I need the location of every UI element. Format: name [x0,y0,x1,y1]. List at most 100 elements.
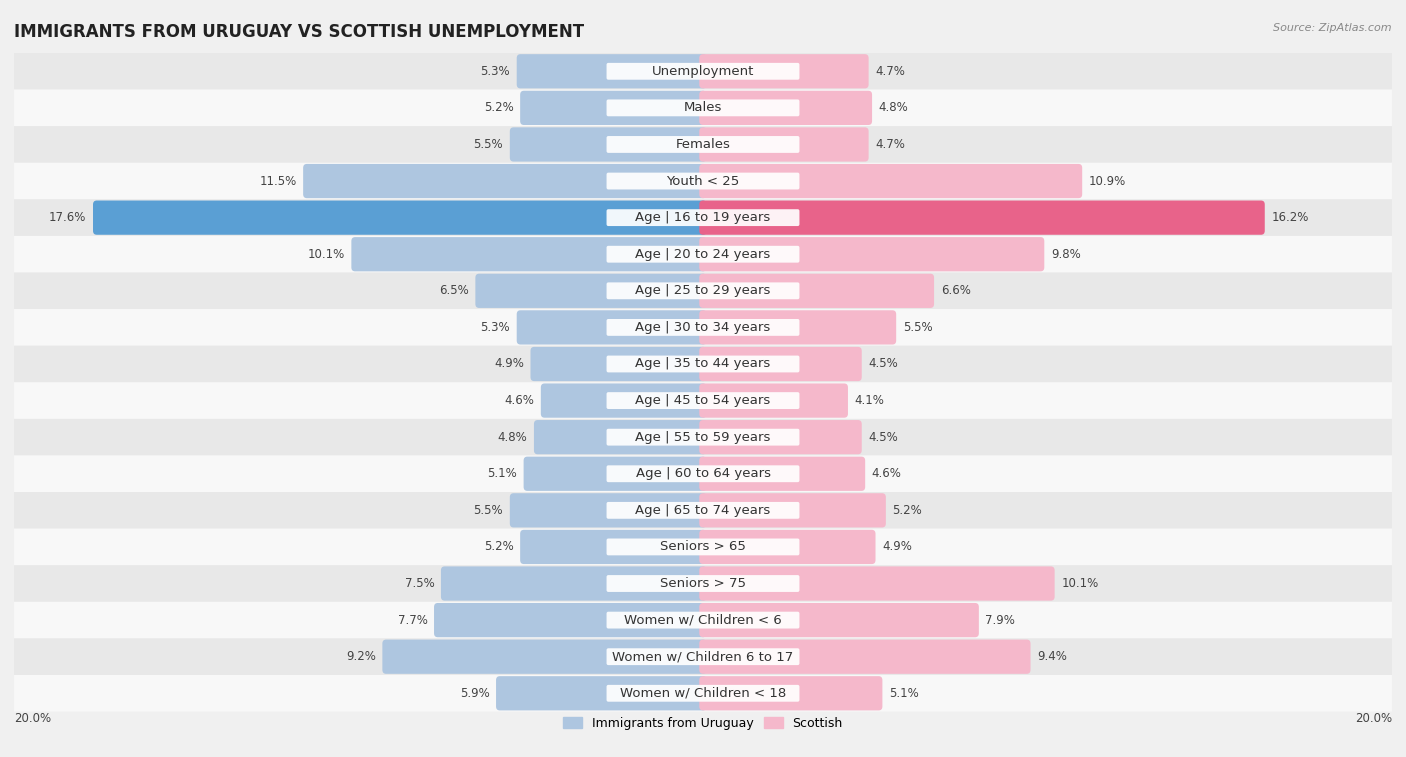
Text: Women w/ Children < 18: Women w/ Children < 18 [620,687,786,699]
FancyBboxPatch shape [606,99,800,117]
FancyBboxPatch shape [606,538,800,556]
Text: 4.1%: 4.1% [855,394,884,407]
Legend: Immigrants from Uruguay, Scottish: Immigrants from Uruguay, Scottish [558,712,848,735]
FancyBboxPatch shape [510,127,707,161]
FancyBboxPatch shape [441,566,707,600]
FancyBboxPatch shape [606,502,800,519]
FancyBboxPatch shape [434,603,707,637]
FancyBboxPatch shape [606,63,800,79]
FancyBboxPatch shape [14,163,1392,199]
FancyBboxPatch shape [541,384,707,418]
Text: IMMIGRANTS FROM URUGUAY VS SCOTTISH UNEMPLOYMENT: IMMIGRANTS FROM URUGUAY VS SCOTTISH UNEM… [14,23,583,41]
FancyBboxPatch shape [699,640,1031,674]
Text: 11.5%: 11.5% [259,175,297,188]
Text: Age | 25 to 29 years: Age | 25 to 29 years [636,285,770,298]
Text: 6.6%: 6.6% [941,285,970,298]
FancyBboxPatch shape [382,640,707,674]
FancyBboxPatch shape [699,420,862,454]
FancyBboxPatch shape [699,676,883,710]
FancyBboxPatch shape [699,530,876,564]
FancyBboxPatch shape [14,199,1392,236]
FancyBboxPatch shape [606,392,800,409]
Text: Age | 30 to 34 years: Age | 30 to 34 years [636,321,770,334]
FancyBboxPatch shape [606,319,800,336]
Text: 10.1%: 10.1% [308,248,344,260]
FancyBboxPatch shape [699,274,934,308]
FancyBboxPatch shape [606,685,800,702]
Text: Women w/ Children < 6: Women w/ Children < 6 [624,614,782,627]
FancyBboxPatch shape [606,466,800,482]
Text: Youth < 25: Youth < 25 [666,175,740,188]
Text: Females: Females [675,138,731,151]
FancyBboxPatch shape [699,310,896,344]
FancyBboxPatch shape [699,237,1045,271]
FancyBboxPatch shape [14,126,1392,163]
Text: 5.5%: 5.5% [474,504,503,517]
Text: Age | 16 to 19 years: Age | 16 to 19 years [636,211,770,224]
Text: 5.3%: 5.3% [481,321,510,334]
Text: 5.2%: 5.2% [484,101,513,114]
Text: 5.1%: 5.1% [889,687,918,699]
FancyBboxPatch shape [352,237,707,271]
Text: Age | 45 to 54 years: Age | 45 to 54 years [636,394,770,407]
Text: 10.1%: 10.1% [1062,577,1098,590]
Text: Age | 65 to 74 years: Age | 65 to 74 years [636,504,770,517]
FancyBboxPatch shape [14,456,1392,492]
Text: 4.9%: 4.9% [882,540,912,553]
FancyBboxPatch shape [523,456,707,491]
FancyBboxPatch shape [699,384,848,418]
FancyBboxPatch shape [14,602,1392,638]
FancyBboxPatch shape [93,201,707,235]
FancyBboxPatch shape [699,566,1054,600]
Text: 20.0%: 20.0% [1355,712,1392,725]
Text: 4.9%: 4.9% [494,357,524,370]
FancyBboxPatch shape [14,492,1392,528]
Text: 5.1%: 5.1% [488,467,517,480]
FancyBboxPatch shape [699,164,1083,198]
Text: Source: ZipAtlas.com: Source: ZipAtlas.com [1274,23,1392,33]
FancyBboxPatch shape [517,55,707,89]
FancyBboxPatch shape [14,53,1392,89]
Text: 17.6%: 17.6% [49,211,86,224]
Text: 9.4%: 9.4% [1038,650,1067,663]
Text: 4.7%: 4.7% [875,138,905,151]
FancyBboxPatch shape [517,310,707,344]
Text: 4.6%: 4.6% [505,394,534,407]
Text: 4.7%: 4.7% [875,65,905,78]
FancyBboxPatch shape [699,603,979,637]
Text: Age | 35 to 44 years: Age | 35 to 44 years [636,357,770,370]
Text: 10.9%: 10.9% [1088,175,1126,188]
Text: 4.8%: 4.8% [498,431,527,444]
FancyBboxPatch shape [14,638,1392,675]
FancyBboxPatch shape [699,55,869,89]
FancyBboxPatch shape [699,201,1265,235]
Text: Seniors > 65: Seniors > 65 [659,540,747,553]
Text: 5.9%: 5.9% [460,687,489,699]
Text: 5.2%: 5.2% [484,540,513,553]
FancyBboxPatch shape [606,209,800,226]
FancyBboxPatch shape [14,89,1392,126]
Text: Women w/ Children 6 to 17: Women w/ Children 6 to 17 [613,650,793,663]
FancyBboxPatch shape [14,273,1392,309]
FancyBboxPatch shape [606,173,800,189]
Text: 4.5%: 4.5% [869,357,898,370]
Text: Males: Males [683,101,723,114]
FancyBboxPatch shape [475,274,707,308]
FancyBboxPatch shape [606,575,800,592]
Text: 4.8%: 4.8% [879,101,908,114]
FancyBboxPatch shape [699,127,869,161]
Text: 7.7%: 7.7% [398,614,427,627]
FancyBboxPatch shape [699,494,886,528]
Text: 7.5%: 7.5% [405,577,434,590]
FancyBboxPatch shape [14,346,1392,382]
FancyBboxPatch shape [699,347,862,381]
FancyBboxPatch shape [14,528,1392,565]
Text: 9.2%: 9.2% [346,650,375,663]
Text: Age | 55 to 59 years: Age | 55 to 59 years [636,431,770,444]
Text: Age | 20 to 24 years: Age | 20 to 24 years [636,248,770,260]
Text: 5.5%: 5.5% [474,138,503,151]
FancyBboxPatch shape [14,675,1392,712]
Text: 4.5%: 4.5% [869,431,898,444]
FancyBboxPatch shape [606,612,800,628]
FancyBboxPatch shape [606,648,800,665]
